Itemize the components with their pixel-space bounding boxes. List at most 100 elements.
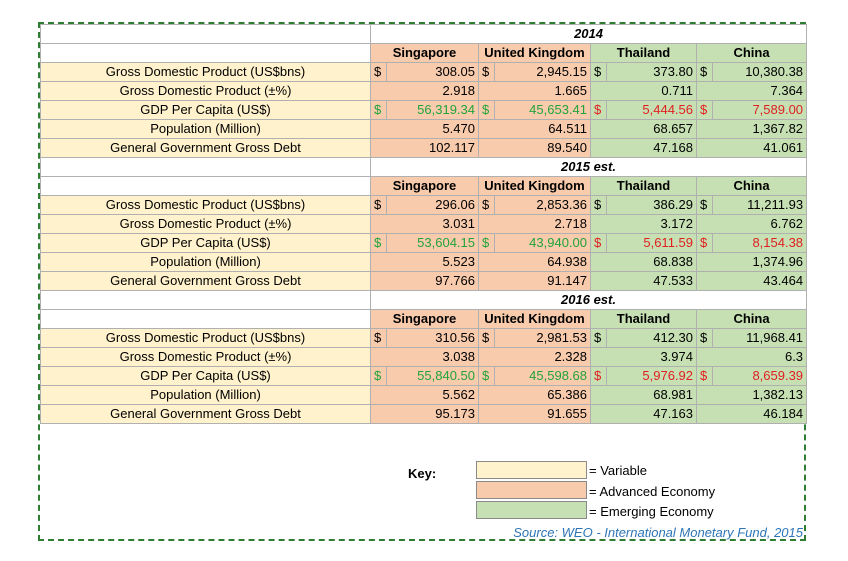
country-header-row: Singapore United Kingdom Thailand China — [40, 309, 808, 329]
value-cell: 91.147 — [478, 271, 591, 291]
country-header: United Kingdom — [478, 43, 591, 63]
currency-symbol: $ — [590, 366, 607, 386]
currency-symbol: $ — [370, 100, 387, 120]
blank-cell — [40, 24, 371, 44]
country-header-row: Singapore United Kingdom Thailand China — [40, 43, 808, 63]
value-cell: 386.29 — [606, 195, 697, 215]
table-body: 2014 Singapore United Kingdom Thailand China… — [40, 24, 808, 424]
value-cell: 2.718 — [478, 214, 591, 234]
section-year: 2015 est. — [369, 157, 808, 177]
value-cell: 2,853.36 — [494, 195, 591, 215]
value-cell: 43,940.00 — [494, 233, 591, 253]
value-cell: 3.031 — [370, 214, 479, 234]
country-header: United Kingdom — [478, 309, 591, 329]
country-header: Singapore — [370, 176, 479, 196]
currency-symbol: $ — [478, 328, 495, 348]
row-label: GDP Per Capita (US$) — [40, 100, 371, 120]
value-cell: 47.163 — [590, 404, 697, 424]
currency-symbol: $ — [696, 62, 713, 82]
row-label: Population (Million) — [40, 119, 371, 139]
value-cell: 95.173 — [370, 404, 479, 424]
blank-cell — [40, 309, 371, 329]
value-cell: 10,380.38 — [711, 62, 808, 82]
row-label: Gross Domestic Product (±%) — [40, 347, 371, 367]
value-cell: 1,382.13 — [695, 385, 808, 405]
value-cell: 1.665 — [478, 81, 591, 101]
blank-cell — [40, 43, 371, 63]
country-header: Thailand — [590, 43, 697, 63]
value-cell: 68.981 — [590, 385, 697, 405]
value-cell: 310.56 — [386, 328, 479, 348]
country-header: Thailand — [590, 309, 697, 329]
year-row: 2016 est. — [40, 290, 808, 310]
value-cell: 47.533 — [590, 271, 697, 291]
value-cell: 5,976.92 — [606, 366, 697, 386]
row-label: GDP Per Capita (US$) — [40, 366, 371, 386]
currency-symbol: $ — [478, 62, 495, 82]
year-row: 2014 — [40, 24, 808, 44]
currency-symbol: $ — [590, 62, 607, 82]
value-cell: 47.168 — [590, 138, 697, 158]
row-label: Gross Domestic Product (US$bns) — [40, 328, 371, 348]
value-cell: 2.328 — [478, 347, 591, 367]
value-cell: 43.464 — [695, 271, 808, 291]
currency-symbol: $ — [478, 100, 495, 120]
table-row: GDP Per Capita (US$) $55,840.50 $45,598.68… — [40, 366, 808, 386]
currency-symbol: $ — [370, 366, 387, 386]
currency-symbol: $ — [696, 100, 713, 120]
key-label-advanced: = Advanced Economy — [589, 484, 716, 499]
value-cell: 45,653.41 — [494, 100, 591, 120]
key-title: Key: — [408, 466, 437, 481]
value-cell: 97.766 — [370, 271, 479, 291]
value-cell: 5.523 — [370, 252, 479, 272]
value-cell: 7.364 — [695, 81, 808, 101]
value-cell: 7,589.00 — [711, 100, 808, 120]
value-cell: 8,659.39 — [711, 366, 808, 386]
value-cell: 3.038 — [370, 347, 479, 367]
value-cell: 373.80 — [606, 62, 697, 82]
table-row: GDP Per Capita (US$) $56,319.34 $45,653.41… — [40, 100, 808, 120]
table-row: GDP Per Capita (US$) $53,604.15 $43,940.00… — [40, 233, 808, 253]
row-label: GDP Per Capita (US$) — [40, 233, 371, 253]
country-header: Singapore — [370, 309, 479, 329]
value-cell: 1,367.82 — [695, 119, 808, 139]
currency-symbol: $ — [478, 366, 495, 386]
table-row: General Government Gross Debt 102.117 89.5… — [40, 138, 808, 158]
row-label: General Government Gross Debt — [40, 271, 371, 291]
table-row: Population (Million) 5.523 64.938 68.838 1,3… — [40, 252, 808, 272]
key-swatch-emerging — [476, 501, 587, 519]
value-cell: 2.918 — [370, 81, 479, 101]
value-cell: 1,374.96 — [695, 252, 808, 272]
currency-symbol: $ — [696, 328, 713, 348]
country-header: Singapore — [370, 43, 479, 63]
country-header-row: Singapore United Kingdom Thailand China — [40, 176, 808, 196]
blank-cell — [40, 176, 371, 196]
value-cell: 5.470 — [370, 119, 479, 139]
value-cell: 68.657 — [590, 119, 697, 139]
blank-cell — [40, 157, 371, 177]
table-row: Gross Domestic Product (±%) 3.031 2.718 3.1… — [40, 214, 808, 234]
value-cell: 3.172 — [590, 214, 697, 234]
country-header: China — [695, 309, 808, 329]
currency-symbol: $ — [478, 233, 495, 253]
row-label: Gross Domestic Product (±%) — [40, 81, 371, 101]
value-cell: 56,319.34 — [386, 100, 479, 120]
table-row: Gross Domestic Product (US$bns) $308.05 $2… — [40, 62, 808, 82]
value-cell: 2,981.53 — [494, 328, 591, 348]
row-label: General Government Gross Debt — [40, 404, 371, 424]
section-year: 2014 — [369, 24, 808, 44]
table-row: Gross Domestic Product (US$bns) $310.56 $2… — [40, 328, 808, 348]
table-row: Gross Domestic Product (±%) 3.038 2.328 3.9… — [40, 347, 808, 367]
row-label: Gross Domestic Product (US$bns) — [40, 62, 371, 82]
key-label-variable: = Variable — [589, 463, 647, 478]
value-cell: 41.061 — [695, 138, 808, 158]
currency-symbol: $ — [370, 62, 387, 82]
value-cell: 3.974 — [590, 347, 697, 367]
row-label: Population (Million) — [40, 252, 371, 272]
value-cell: 412.30 — [606, 328, 697, 348]
value-cell: 5,611.59 — [606, 233, 697, 253]
value-cell: 64.511 — [478, 119, 591, 139]
value-cell: 91.655 — [478, 404, 591, 424]
table-row: Gross Domestic Product (±%) 2.918 1.665 0.7… — [40, 81, 808, 101]
value-cell: 11,211.93 — [711, 195, 808, 215]
